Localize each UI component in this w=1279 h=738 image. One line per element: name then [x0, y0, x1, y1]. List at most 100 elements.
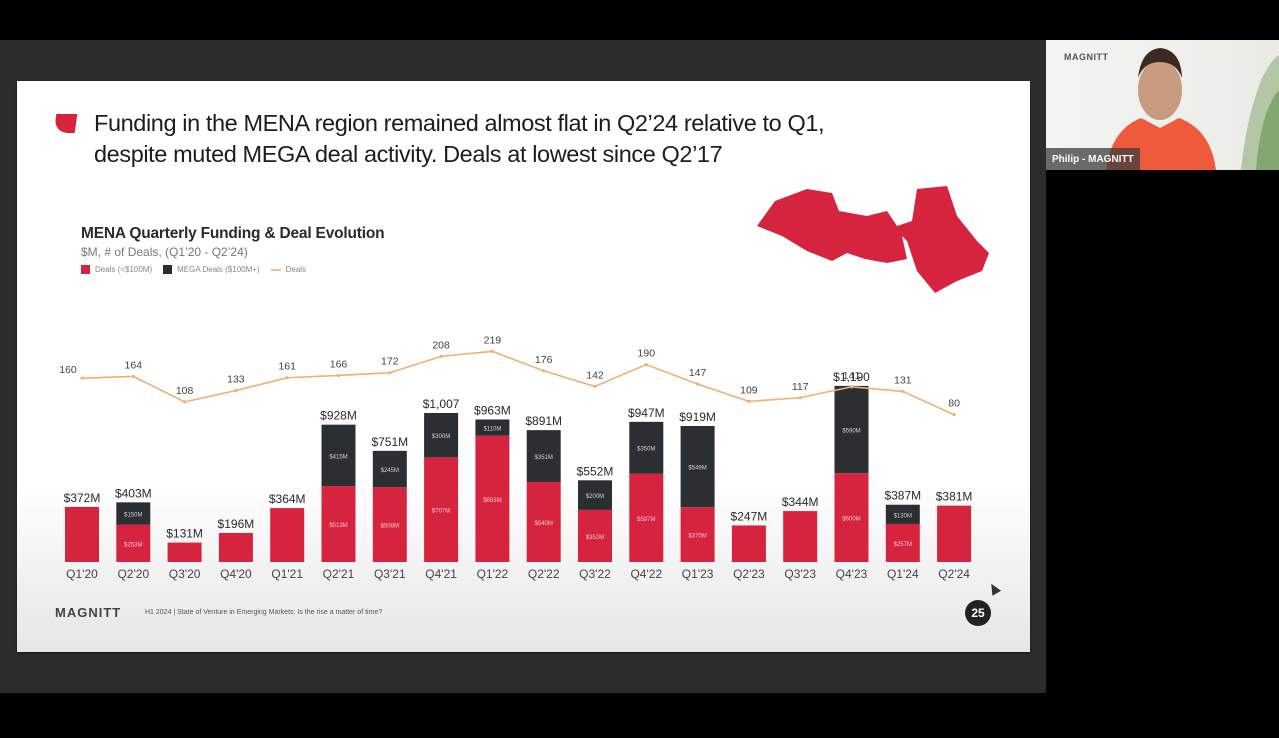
bar-inner-label-deals: $370M [688, 534, 706, 540]
deal-count-label: 208 [432, 339, 450, 351]
bar-inner-label-mega: $350M [637, 447, 655, 453]
bar-deals-under-100m [116, 524, 151, 562]
bar-inner-label-deals: $253M [124, 542, 142, 548]
bar-deals-under-100m [783, 511, 818, 562]
bar-total-label: $1,007 [423, 397, 460, 411]
bar-deals-under-100m [270, 508, 305, 562]
deal-count-label: 160 [59, 364, 77, 376]
bar-inner-label-mega: $590M [842, 429, 860, 435]
deal-count-point [183, 400, 187, 404]
bar-inner-label-mega: $200M [586, 494, 604, 500]
deal-count-point [952, 413, 956, 417]
bar-total-label: $963M [474, 403, 511, 417]
bar-total-label: $381M [936, 490, 973, 504]
bar-deals-under-100m [424, 457, 459, 562]
deal-count-label: 131 [894, 374, 912, 386]
slide: Funding in the MENA region remained almo… [17, 81, 1030, 652]
legend-line-deal-count [270, 268, 281, 271]
deal-count-point [80, 376, 84, 380]
bar-total-label: $131M [166, 527, 203, 541]
x-axis-tick-label: Q1'24 [887, 567, 919, 581]
bar-total-label: $247M [731, 509, 768, 523]
bar-deals-under-100m [526, 482, 561, 562]
bar-inner-label-deals: $513M [329, 523, 347, 529]
x-axis-tick-label: Q3'21 [374, 567, 406, 581]
x-axis-tick-label: Q1'23 [682, 567, 714, 581]
bar-deals-under-100m [475, 435, 510, 562]
chart-title: MENA Quarterly Funding & Deal Evolution [81, 225, 385, 242]
deal-count-label: 161 [278, 361, 296, 373]
bar-total-label: $751M [371, 435, 408, 449]
legend-label-mega: MEGA Deals ($100M+) [177, 265, 260, 274]
bar-inner-label-deals: $853M [483, 498, 501, 504]
x-axis-tick-label: Q1'20 [66, 567, 98, 581]
bar-inner-label-deals: $540M [535, 521, 553, 527]
bar-inner-label-deals: $506M [381, 524, 399, 530]
deal-count-point [644, 362, 648, 367]
deal-count-point [234, 388, 238, 393]
funding-chart: $372M Q1'20 $253M $150M $403M Q2'20 $131M Q3'20… [59, 334, 973, 581]
deal-count-label: 80 [948, 398, 960, 410]
bar-total-label: $387M [884, 489, 921, 503]
deal-count-label: 141 [843, 370, 861, 382]
deal-count-label: 108 [176, 385, 194, 397]
deal-count-label: 147 [689, 367, 707, 379]
bar-inner-label-mega: $300M [432, 434, 450, 440]
slide-title: Funding in the MENA region remained almo… [94, 108, 974, 170]
bar-inner-label-mega: $415M [329, 454, 347, 460]
deal-count-point [593, 384, 597, 388]
bar-inner-label-mega: $245M [381, 468, 399, 474]
bar-mega-deals [629, 421, 664, 474]
bar-inner-label-deals: $257M [894, 542, 912, 548]
slide-title-line-1: Funding in the MENA region remained almo… [94, 110, 825, 136]
x-axis-tick-label: Q1'22 [477, 567, 509, 581]
bar-mega-deals [424, 412, 459, 458]
bar-mega-deals [116, 502, 151, 525]
bar-inner-label-deals: $707M [432, 509, 450, 515]
deal-count-point [336, 373, 341, 378]
webcam-tile[interactable]: MAGNITT Philip - MAGNITT [1046, 40, 1279, 170]
deal-count-label: 117 [792, 381, 809, 393]
deal-count-label: 166 [330, 358, 348, 370]
deal-count-label: 133 [227, 373, 245, 385]
bar-deals-under-100m [731, 525, 766, 562]
deal-count-label: 176 [535, 354, 553, 366]
bar-total-label: $891M [525, 414, 562, 428]
bar-total-label: $552M [577, 464, 614, 478]
deal-count-point [131, 374, 135, 378]
bar-total-label: $372M [64, 491, 101, 505]
bar-deals-under-100m [680, 507, 715, 562]
deal-count-point [490, 349, 494, 353]
x-axis-tick-label: Q3'20 [169, 567, 201, 581]
deal-count-label: 190 [638, 348, 656, 360]
footer-logo: MAGNITT [55, 605, 122, 620]
participant-name-label: Philip - MAGNITT [1046, 148, 1140, 170]
legend-label-deal-count: Deals [285, 265, 307, 274]
x-axis-tick-label: Q1'21 [271, 567, 303, 581]
bar-total-label: $919M [679, 410, 716, 424]
bar-total-label: $196M [218, 517, 255, 531]
x-axis-tick-label: Q3'23 [784, 567, 816, 581]
x-axis-tick-label: Q4'20 [220, 567, 252, 581]
x-axis-tick-label: Q2'22 [528, 567, 560, 581]
footer-text: H1 2024 | State of Venture in Emerging M… [145, 609, 383, 616]
bar-inner-label-mega: $351M [535, 455, 553, 461]
mena-map-icon [757, 186, 989, 293]
bar-total-label: $344M [782, 495, 819, 509]
deal-count-label: 164 [125, 359, 143, 371]
bar-deals-under-100m [321, 486, 356, 562]
deal-count-point [747, 399, 751, 404]
bar-inner-label-mega: $150M [124, 512, 142, 518]
x-axis-tick-label: Q2'24 [938, 567, 970, 581]
bar-total-label: $364M [269, 492, 306, 506]
bar-inner-label-deals: $597M [637, 517, 655, 523]
bar-deals-under-100m [372, 487, 407, 562]
slide-title-line-2: despite muted MEGA deal activity. Deals … [94, 141, 723, 167]
bar-mega-deals [680, 425, 715, 508]
bar-inner-label-deals: $600M [842, 517, 860, 523]
page-number: 25 [965, 600, 991, 626]
deal-count-point [388, 371, 392, 375]
bar-mega-deals [475, 419, 510, 436]
deal-count-point [285, 376, 289, 380]
legend-swatch-mega [163, 265, 173, 274]
